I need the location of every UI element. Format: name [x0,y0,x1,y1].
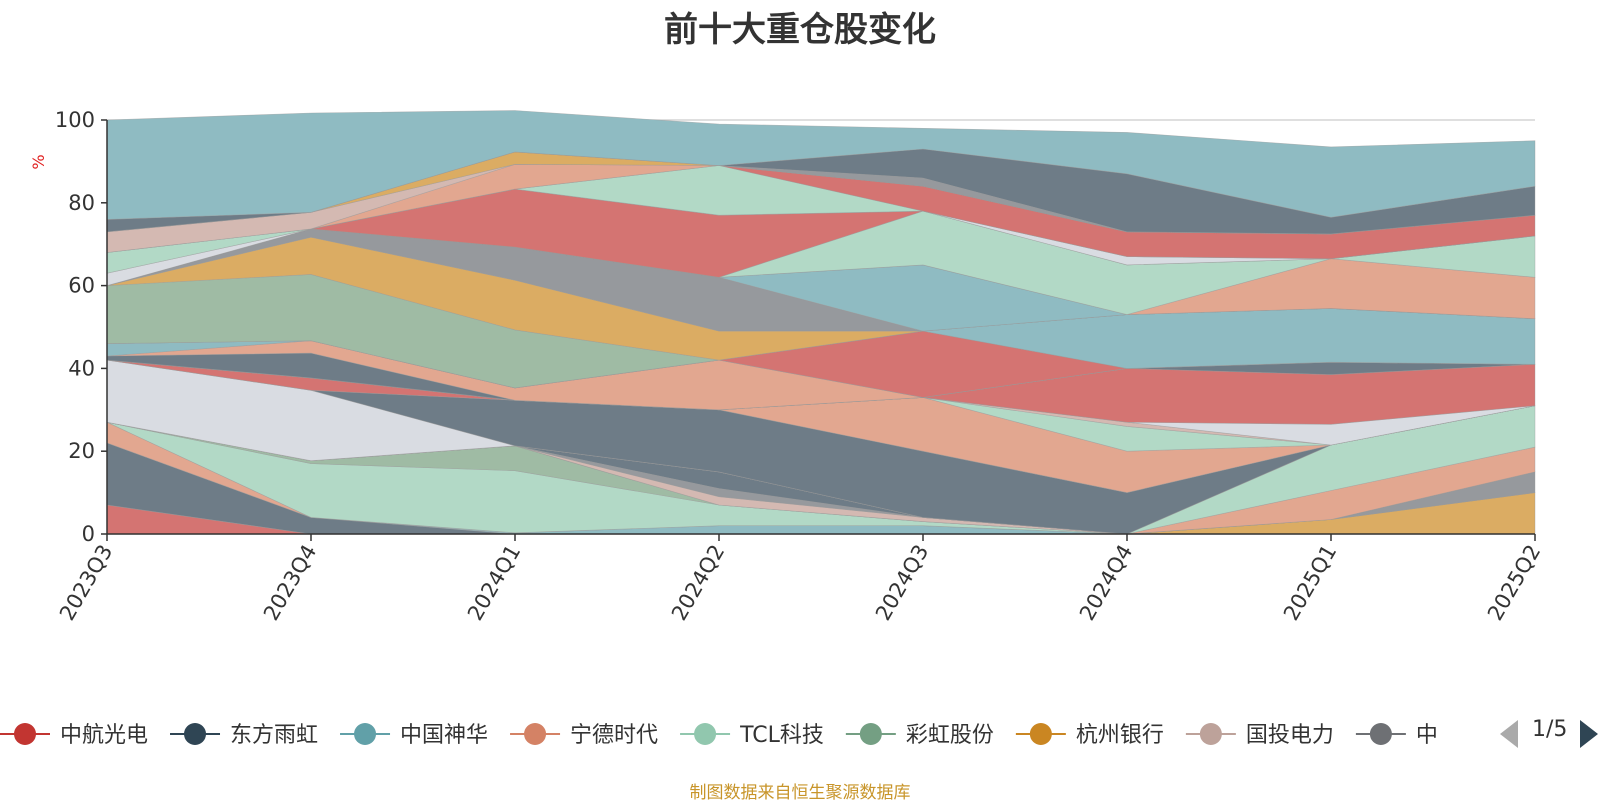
legend-marker-icon [354,723,377,745]
y-tick-label: 60 [68,274,95,298]
x-tick-label: 2024Q1 [463,541,525,625]
legend-next-arrow-icon[interactable] [1580,720,1598,748]
x-tick-label: 2023Q3 [55,541,117,625]
x-tick-label: 2024Q2 [667,541,729,625]
legend-item[interactable]: 宁德时代 [510,723,658,748]
legend-page-indicator: 1/5 [1532,717,1568,742]
legend-marker-icon [524,723,547,745]
legend-label: 国投电力 [1246,723,1334,748]
legend[interactable]: 中航光电 东方雨虹 中国神华 宁德时代 TCL科技 彩虹股份 杭州银行 国投电力 中 [0,723,1438,748]
x-tick-label: 2024Q3 [871,541,933,625]
y-tick-label: 100 [55,108,95,132]
legend-label: 东方雨虹 [230,723,318,748]
legend-marker-icon [1199,723,1222,745]
legend-label: 宁德时代 [570,723,658,748]
legend-marker-icon [14,723,36,745]
legend-label: 中航光电 [60,723,148,748]
legend-item[interactable]: 中 [1355,723,1438,748]
legend-prev-arrow-icon[interactable] [1500,720,1518,748]
chart-title: 前十大重仓股变化 [664,10,936,50]
area-series-band-42 [106,110,1536,220]
legend-marker-icon [1369,723,1392,745]
legend-label: 中 [1416,723,1438,748]
legend-marker-icon [694,723,717,745]
y-tick-label: 20 [68,439,95,463]
legend-label: 杭州银行 [1076,723,1164,748]
y-tick-label: 80 [68,191,95,215]
y-tick-label: 40 [68,356,95,380]
legend-marker-icon [1029,723,1052,745]
legend-item[interactable]: 彩虹股份 [845,723,994,748]
x-tick-label: 2025Q1 [1279,541,1341,625]
legend-item[interactable]: 杭州银行 [1015,723,1164,748]
legend-label: 中国神华 [400,723,488,748]
x-tick-label: 2025Q2 [1483,541,1545,625]
legend-label: 彩虹股份 [906,723,994,748]
legend-label: TCL科技 [739,723,824,748]
y-axis-label: % [29,154,48,169]
area-series [106,110,1536,535]
y-tick-label: 0 [82,522,95,546]
legend-item[interactable]: 东方雨虹 [170,723,318,748]
legend-item[interactable]: TCL科技 [680,723,824,748]
legend-item[interactable]: 国投电力 [1185,723,1334,748]
legend-marker-icon [859,723,882,745]
source-note: 制图数据来自恒生聚源数据库 [689,783,911,803]
x-tick-label: 2023Q4 [259,541,321,625]
legend-item[interactable]: 中航光电 [0,723,148,748]
x-tick-label: 2024Q4 [1075,541,1137,625]
legend-item[interactable]: 中国神华 [340,723,488,748]
legend-marker-icon [184,723,207,745]
